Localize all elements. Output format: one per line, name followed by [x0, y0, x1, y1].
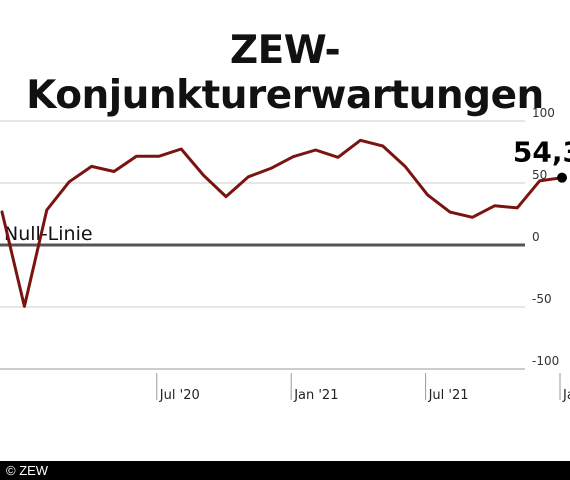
x-tick-label: Jul '20 [159, 388, 200, 403]
copyright-text: © ZEW [6, 463, 49, 478]
y-axis: 100 50 0 -50 -100 [532, 106, 559, 368]
y-tick-label: 50 [532, 168, 547, 182]
x-tick-label: Jul '21 [428, 388, 469, 403]
x-axis: Jul '20 Jan '21 Jul '21 Jan '22 [0, 368, 570, 403]
y-tick-label: 0 [532, 230, 540, 244]
x-tick-label: Jan '22 [562, 388, 570, 403]
y-tick-label: -100 [532, 354, 559, 368]
x-tick-label: Jan '21 [293, 388, 338, 403]
zero-line-label: Null-Linie [4, 223, 93, 245]
latest-value-label: 54,3 [513, 136, 570, 169]
series-line [0, 138, 564, 308]
latest-value-marker [557, 172, 567, 183]
y-tick-label: -50 [532, 292, 552, 306]
chart-title: ZEW-Konjunkturerwartungen [26, 28, 544, 118]
grid-lines [0, 120, 525, 370]
line-chart: 100 50 0 -50 -100 Jul '20 Jan '21 Jul '21 Jan '… [0, 106, 570, 403]
y-tick-label: 100 [532, 106, 555, 120]
copyright-footer: © ZEW [0, 461, 570, 480]
